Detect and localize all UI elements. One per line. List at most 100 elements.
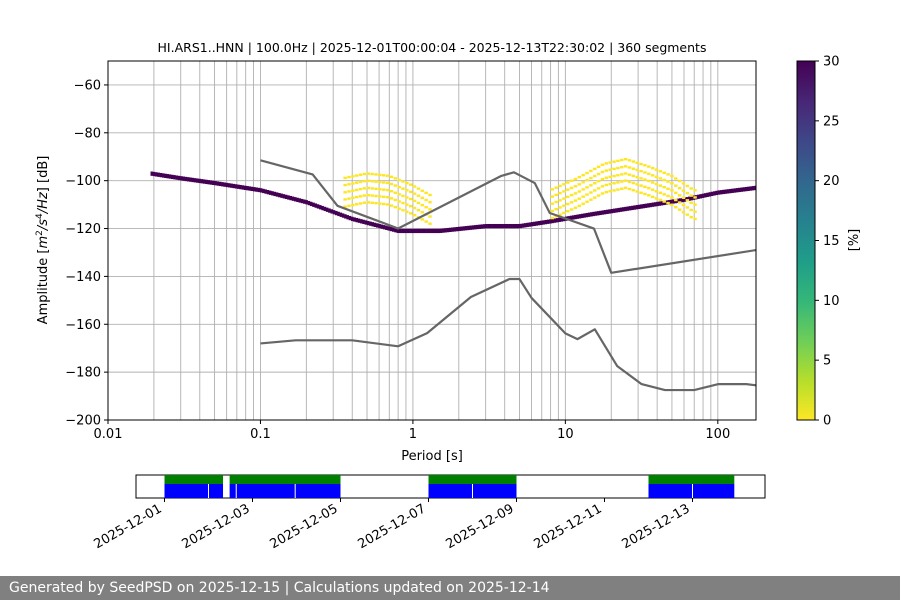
psd-mode-cell — [653, 202, 657, 207]
psd-outlier-cell — [635, 183, 639, 186]
psd-mode-cell — [189, 177, 192, 182]
psd-mode-cell — [309, 201, 313, 207]
psd-outlier-cell — [554, 193, 558, 197]
psd-mode-cell — [699, 194, 703, 199]
psd-outlier-cell — [631, 181, 636, 185]
psd-outlier-cell — [654, 168, 659, 171]
psd-outlier-cell — [347, 183, 351, 186]
psd-outlier-cell — [412, 214, 417, 217]
psd-outlier-cell — [639, 184, 643, 187]
psd-outlier-cell — [612, 182, 616, 185]
y-tick-label: −200 — [65, 414, 101, 429]
colorbar — [796, 60, 816, 421]
psd-mode-cell — [293, 197, 297, 202]
psd-mode-cell — [257, 187, 261, 193]
psd-mode-cell — [416, 228, 420, 234]
psd-outlier-cell — [654, 182, 659, 186]
psd-outlier-cell — [378, 188, 382, 191]
psd-mode-cell — [690, 196, 693, 201]
psd-mode-cell — [312, 202, 315, 207]
psd-mode-cell — [469, 225, 472, 230]
psd-mode-cell — [446, 227, 450, 233]
psd-outlier-cell — [589, 169, 593, 173]
psd-mode-cell — [382, 225, 386, 230]
psd-mode-cell — [749, 186, 753, 191]
psd-mode-cell — [603, 210, 607, 215]
psd-mode-cell — [170, 174, 174, 180]
psd-mode-cell — [626, 206, 630, 211]
psd-outlier-cell — [573, 206, 578, 209]
psd-mode-cell — [259, 188, 263, 193]
psd-outlier-cell — [566, 188, 570, 191]
psd-mode-cell — [357, 218, 361, 223]
psd-outlier-cell — [608, 161, 612, 164]
psd-mode-cell — [268, 190, 272, 195]
psd-mode-cell — [410, 228, 413, 234]
psd-outlier-cell — [381, 181, 386, 184]
psd-outlier-cell — [666, 180, 670, 183]
psd-mode-cell — [159, 172, 163, 178]
psd-outlier-cell — [428, 193, 432, 197]
psd-outlier-cell — [604, 162, 609, 165]
psd-mode-cell — [250, 186, 254, 192]
psd-outlier-cell — [374, 194, 378, 198]
psd-mode-cell — [574, 214, 577, 220]
psd-mode-cell — [740, 187, 744, 192]
psd-outlier-cell — [366, 172, 371, 175]
psd-mode-cell — [271, 191, 274, 196]
psd-mode-cell — [168, 174, 172, 179]
psd-mode-cell — [505, 223, 509, 229]
psd-outlier-cell — [573, 177, 578, 181]
psd-outlier-cell — [416, 194, 421, 197]
psd-outlier-cell — [381, 188, 386, 191]
psd-outlier-cell — [569, 179, 574, 182]
psd-mode-cell — [478, 224, 482, 229]
psd-outlier-cell — [393, 198, 398, 202]
psd-outlier-cell — [343, 198, 347, 201]
psd-outlier-cell — [593, 189, 597, 192]
psd-outlier-cell — [397, 193, 401, 196]
psd-mode-cell — [444, 228, 447, 233]
psd-outlier-cell — [569, 208, 574, 211]
psd-mode-cell — [688, 196, 691, 201]
psd-mode-cell — [369, 221, 372, 226]
psd-mode-cell — [332, 210, 336, 215]
psd-mode-cell — [467, 225, 470, 231]
x-tick-label: 0.1 — [250, 427, 271, 442]
psd-outlier-cell — [600, 163, 605, 166]
psd-outlier-cell — [596, 172, 601, 176]
nlnm-line — [260, 277, 756, 392]
psd-mode-cell — [576, 214, 580, 219]
psd-outlier-cell — [358, 187, 363, 191]
psd-outlier-cell — [658, 198, 663, 202]
availability-bars — [164, 475, 735, 498]
psd-outlier-cell — [374, 201, 378, 205]
psd-outlier-cell — [662, 185, 666, 189]
psd-mode-cell — [173, 175, 176, 180]
date-tick-label: 2025-12-01 — [92, 501, 165, 552]
psd-outlier-cell — [343, 205, 347, 208]
psd-outlier-cell — [639, 191, 643, 194]
psd-mode-cell — [722, 189, 725, 195]
psd-mode-cell — [214, 181, 217, 186]
psd-mode-cell — [578, 214, 582, 219]
psd-outlier-cell — [608, 182, 612, 186]
psd-outlier-cell — [362, 194, 367, 197]
psd-outlier-cell — [577, 175, 582, 179]
psd-mode-cell — [262, 188, 265, 194]
psd-mode-cell — [348, 215, 352, 221]
date-tick-label: 2025-12-09 — [444, 501, 517, 552]
psd-mode-cell — [150, 171, 154, 176]
psd-outlier-cell — [647, 186, 651, 190]
psd-mode-cell — [164, 173, 167, 178]
psd-outlier-cell — [374, 173, 378, 176]
psd-outlier-cell — [612, 160, 616, 163]
psd-outlier-cell — [654, 190, 659, 193]
psd-mode-cell — [152, 171, 156, 177]
psd-outlier-cell — [412, 206, 417, 210]
psd-mode-cell — [264, 189, 267, 194]
psd-outlier-cell — [666, 201, 670, 205]
psd-outlier-cell — [631, 160, 636, 163]
psd-mode-cell — [651, 202, 655, 207]
psd-mode-cell — [266, 190, 270, 195]
